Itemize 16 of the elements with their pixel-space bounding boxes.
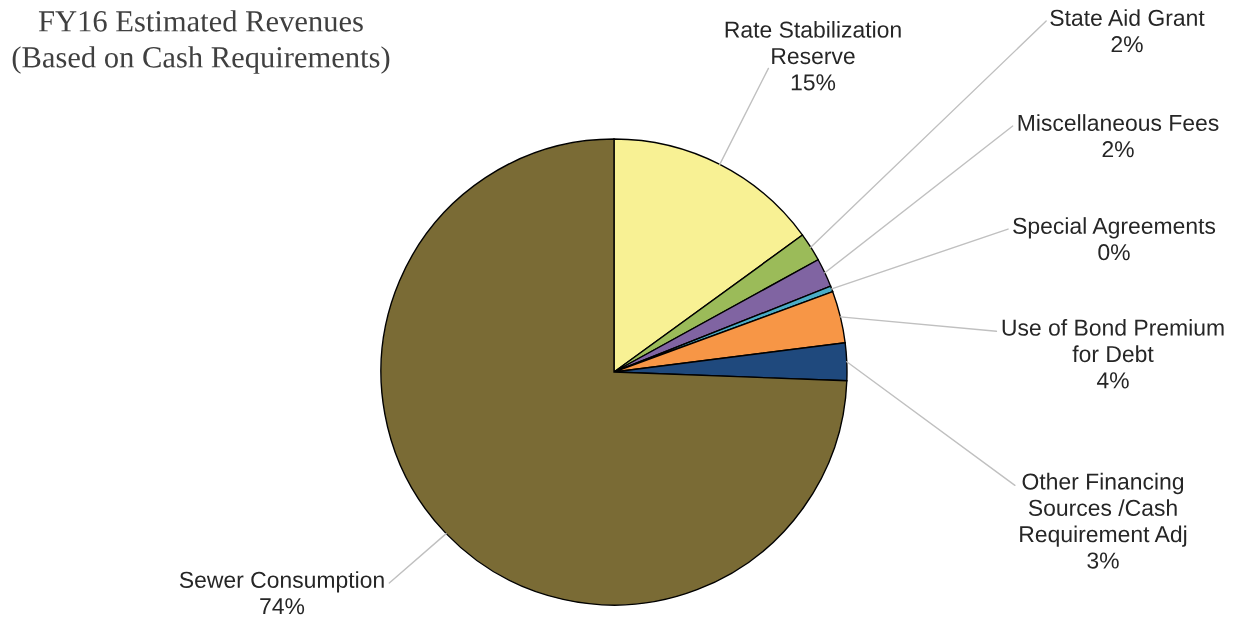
- slice-label: Use of Bond Premium for Debt: [1002, 318, 1224, 363]
- slice-label: Other Financing Sources /Cash Requirement Adj: [1020, 472, 1187, 547]
- data-label: 4%: [1096, 372, 1129, 389]
- slice-label: Special Agreements: [1013, 217, 1216, 239]
- slice-label: Sewer Consumption: [179, 571, 384, 593]
- data-label: 0%: [1098, 244, 1130, 261]
- data-label: 74%: [260, 598, 305, 615]
- slice-label: State Aid Grant: [1050, 9, 1205, 26]
- data-label: 3%: [1087, 552, 1119, 569]
- data-label: 2%: [1102, 141, 1134, 158]
- chart-title: FY16 Estimated Revenues: [38, 10, 363, 32]
- slice-label: Rate Stabilization Reserve: [725, 20, 901, 65]
- data-label: 15%: [791, 74, 836, 91]
- slice-label: Miscellaneous Fees: [1018, 114, 1219, 131]
- text: (Based on Cash Requirements): [12, 46, 390, 74]
- data-label: 2%: [1111, 36, 1143, 53]
